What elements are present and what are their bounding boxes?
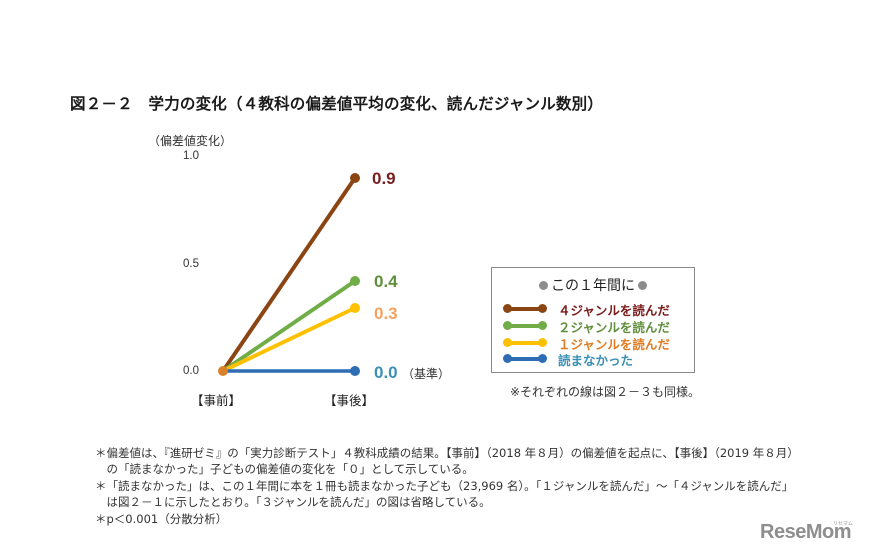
legend-item-4-genres: ４ジャンルを読んだ <box>503 301 670 318</box>
legend-title: この１年間に <box>492 275 694 295</box>
value-label-none: 0.0 <box>374 363 398 382</box>
footnote-line-1: ＊偏差値は、『進研ゼミ』の「実力診断テスト」４教科成績の結果。【事前】（2018… <box>95 446 799 460</box>
x-category-before: 【事前】 <box>191 393 242 408</box>
series-line-1-genre <box>221 306 357 373</box>
y-tick-1-0: 1.0 <box>183 150 199 162</box>
value-label-4-genres: 0.9 <box>372 169 396 188</box>
legend-label: ４ジャンルを読んだ <box>558 302 670 318</box>
legend-item-1-genre: １ジャンルを読んだ <box>503 335 670 352</box>
legend-line-icon <box>503 321 547 330</box>
bullet-icon <box>539 280 548 290</box>
y-tick-0-5: 0.5 <box>183 258 199 270</box>
value-label-2-genres: 0.4 <box>374 272 398 291</box>
series-line-4-genres <box>221 176 357 373</box>
y-axis-label: （偏差値変化） <box>148 134 233 148</box>
value-label-1-genre: 0.3 <box>374 304 398 323</box>
legend-line-icon <box>503 354 547 363</box>
legend-label: ２ジャンルを読んだ <box>558 319 670 335</box>
legend-line-icon <box>503 304 547 313</box>
y-tick-0-0: 0.0 <box>183 365 199 377</box>
bullet-icon <box>638 280 647 290</box>
footnote-line-4: は図２－１に示したとおり。「３ジャンルを読んだ」の図は省略している。 <box>95 495 491 509</box>
point-2-genres <box>350 276 360 286</box>
baseline-note: （基準） <box>402 367 451 381</box>
footnote-line-3: ＊「読まなかった」は、この１年間に本を１冊も読まなかった子ども（23,969 名… <box>95 479 794 493</box>
legend-line-icon <box>503 338 547 347</box>
legend-note: ※それぞれの線は図２－３も同様。 <box>510 385 701 399</box>
origin-point <box>218 366 228 376</box>
point-1-genre <box>350 303 360 313</box>
point-4-genres <box>350 173 360 183</box>
watermark-logo: ReseMom <box>760 521 851 543</box>
footnote-line-5: ＊p＜0.001（分散分析） <box>95 512 228 526</box>
legend-label: 読まなかった <box>558 352 634 368</box>
legend-title-text: この１年間に <box>551 278 635 294</box>
series-line-2-genres <box>221 279 357 373</box>
footnote-line-2: の「読まなかった」子どもの偏差値の変化を「０」として示している。 <box>95 462 474 476</box>
legend: この１年間に ４ジャンルを読んだ ２ジャンルを読んだ １ジャンルを読んだ 読まな… <box>491 267 695 373</box>
point-none <box>350 366 360 376</box>
legend-label: １ジャンルを読んだ <box>558 336 670 352</box>
legend-item-none: 読まなかった <box>503 351 634 368</box>
figure-title: 図２－２ 学力の変化（４教科の偏差値平均の変化、読んだジャンル数別） <box>70 95 604 113</box>
legend-item-2-genres: ２ジャンルを読んだ <box>503 318 670 335</box>
x-category-after: 【事後】 <box>324 393 375 408</box>
watermark-logo-small: リセマム <box>833 521 854 527</box>
